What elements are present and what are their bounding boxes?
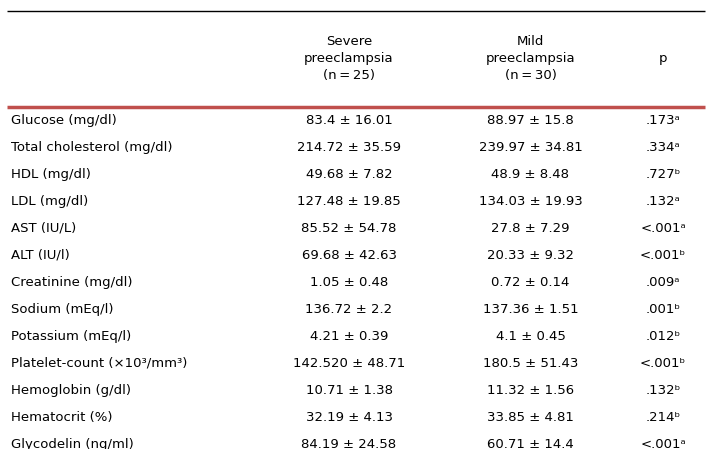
Text: .214ᵇ: .214ᵇ [645, 411, 681, 424]
Text: 88.97 ± 15.8: 88.97 ± 15.8 [487, 114, 574, 127]
Text: p: p [659, 52, 667, 65]
Text: Sodium (mEq/l): Sodium (mEq/l) [11, 303, 113, 316]
Text: 137.36 ± 1.51: 137.36 ± 1.51 [483, 303, 578, 316]
Text: 4.1 ± 0.45: 4.1 ± 0.45 [496, 330, 565, 343]
Text: Severe
preeclampsia
(n = 25): Severe preeclampsia (n = 25) [304, 35, 394, 82]
Text: 49.68 ± 7.82: 49.68 ± 7.82 [305, 168, 392, 181]
Text: Mild
preeclampsia
(n = 30): Mild preeclampsia (n = 30) [486, 35, 575, 82]
Text: .012ᵇ: .012ᵇ [645, 330, 681, 343]
Text: 33.85 ± 4.81: 33.85 ± 4.81 [487, 411, 574, 424]
Text: 180.5 ± 51.43: 180.5 ± 51.43 [483, 357, 578, 370]
Text: 136.72 ± 2.2: 136.72 ± 2.2 [305, 303, 392, 316]
Text: <.001ᵃ: <.001ᵃ [640, 222, 686, 235]
Text: .001ᵇ: .001ᵇ [646, 303, 681, 316]
Text: <.001ᵇ: <.001ᵇ [640, 357, 686, 370]
Text: 48.9 ± 8.48: 48.9 ± 8.48 [491, 168, 570, 181]
Text: 127.48 ± 19.85: 127.48 ± 19.85 [297, 195, 401, 208]
Text: LDL (mg/dl): LDL (mg/dl) [11, 195, 88, 208]
Text: 27.8 ± 7.29: 27.8 ± 7.29 [491, 222, 570, 235]
Text: ALT (IU/l): ALT (IU/l) [11, 249, 70, 262]
Text: Hemoglobin (g/dl): Hemoglobin (g/dl) [11, 384, 131, 397]
Text: 60.71 ± 14.4: 60.71 ± 14.4 [487, 438, 574, 449]
Text: 214.72 ± 35.59: 214.72 ± 35.59 [297, 141, 401, 154]
Text: 4.21 ± 0.39: 4.21 ± 0.39 [310, 330, 388, 343]
Text: Potassium (mEq/l): Potassium (mEq/l) [11, 330, 131, 343]
Text: 85.52 ± 54.78: 85.52 ± 54.78 [301, 222, 397, 235]
Text: .173ᵃ: .173ᵃ [646, 114, 681, 127]
Text: 20.33 ± 9.32: 20.33 ± 9.32 [487, 249, 574, 262]
Text: .334ᵃ: .334ᵃ [646, 141, 681, 154]
Text: Glycodelin (ng/ml): Glycodelin (ng/ml) [11, 438, 133, 449]
Text: .009ᵃ: .009ᵃ [646, 276, 680, 289]
Text: .132ᵃ: .132ᵃ [646, 195, 681, 208]
Text: 32.19 ± 4.13: 32.19 ± 4.13 [305, 411, 392, 424]
Text: Glucose (mg/dl): Glucose (mg/dl) [11, 114, 117, 127]
Text: 134.03 ± 19.93: 134.03 ± 19.93 [478, 195, 582, 208]
Text: Platelet-count (×10³/mm³): Platelet-count (×10³/mm³) [11, 357, 187, 370]
Text: Creatinine (mg/dl): Creatinine (mg/dl) [11, 276, 132, 289]
Text: AST (IU/L): AST (IU/L) [11, 222, 76, 235]
Text: 239.97 ± 34.81: 239.97 ± 34.81 [478, 141, 582, 154]
Text: 11.32 ± 1.56: 11.32 ± 1.56 [487, 384, 574, 397]
Text: Total cholesterol (mg/dl): Total cholesterol (mg/dl) [11, 141, 172, 154]
Text: HDL (mg/dl): HDL (mg/dl) [11, 168, 90, 181]
Text: 10.71 ± 1.38: 10.71 ± 1.38 [305, 384, 392, 397]
Text: Hematocrit (%): Hematocrit (%) [11, 411, 112, 424]
Text: .727ᵇ: .727ᵇ [645, 168, 681, 181]
Text: <.001ᵃ: <.001ᵃ [640, 438, 686, 449]
Text: .132ᵇ: .132ᵇ [645, 384, 681, 397]
Text: 69.68 ± 42.63: 69.68 ± 42.63 [301, 249, 397, 262]
Text: 1.05 ± 0.48: 1.05 ± 0.48 [310, 276, 388, 289]
Text: 83.4 ± 16.01: 83.4 ± 16.01 [305, 114, 392, 127]
Text: <.001ᵇ: <.001ᵇ [640, 249, 686, 262]
Text: 84.19 ± 24.58: 84.19 ± 24.58 [301, 438, 397, 449]
Text: 142.520 ± 48.71: 142.520 ± 48.71 [293, 357, 405, 370]
Text: 0.72 ± 0.14: 0.72 ± 0.14 [491, 276, 570, 289]
